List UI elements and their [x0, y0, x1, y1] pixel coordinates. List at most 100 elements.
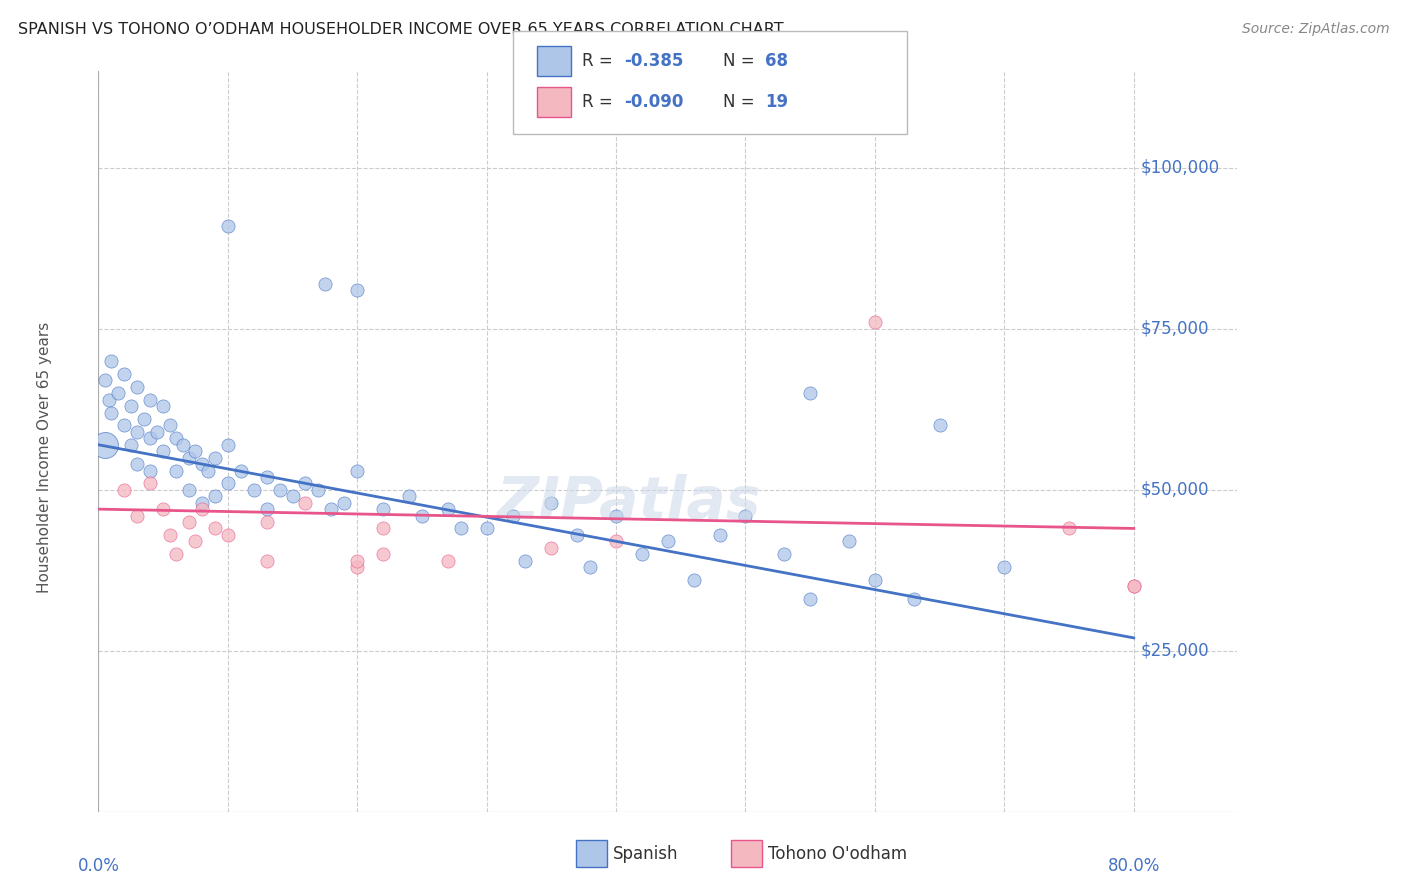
Point [112, 483, 135, 497]
Point [450, 521, 472, 535]
Point [177, 483, 200, 497]
Point [373, 521, 395, 535]
Point [437, 554, 460, 568]
Point [346, 283, 368, 297]
Text: 19: 19 [765, 94, 787, 112]
Point [217, 219, 239, 233]
Point [165, 431, 187, 445]
Point [107, 386, 129, 401]
Point [256, 554, 278, 568]
Point [281, 489, 304, 503]
Point [256, 515, 278, 529]
Text: 80.0%: 80.0% [1108, 857, 1160, 875]
Point [177, 450, 200, 465]
Text: $100,000: $100,000 [1140, 159, 1219, 177]
Point [863, 315, 886, 329]
Point [346, 554, 368, 568]
Text: 68: 68 [765, 52, 787, 70]
Point [152, 502, 174, 516]
Point [579, 560, 602, 574]
Point [709, 528, 731, 542]
Point [657, 534, 679, 549]
Point [97, 392, 120, 407]
Point [928, 418, 950, 433]
Point [229, 463, 252, 477]
Point [411, 508, 433, 523]
Point [217, 438, 239, 452]
Point [475, 521, 498, 535]
Point [100, 406, 122, 420]
Point [314, 277, 336, 291]
Point [139, 463, 162, 477]
Point [184, 444, 207, 458]
Point [540, 496, 562, 510]
Point [159, 418, 181, 433]
Point [346, 463, 368, 477]
Point [605, 534, 627, 549]
Point [373, 547, 395, 561]
Point [307, 483, 329, 497]
Text: Spanish: Spanish [613, 845, 679, 863]
Point [799, 592, 821, 607]
Point [773, 547, 796, 561]
Point [567, 528, 589, 542]
Point [294, 496, 316, 510]
Point [204, 450, 226, 465]
Point [269, 483, 291, 497]
Text: $25,000: $25,000 [1140, 641, 1209, 660]
Text: R =: R = [582, 94, 619, 112]
Point [540, 541, 562, 555]
Point [631, 547, 654, 561]
Point [799, 386, 821, 401]
Point [197, 463, 219, 477]
Text: N =: N = [723, 52, 759, 70]
Point [184, 534, 207, 549]
Point [139, 392, 162, 407]
Point [120, 438, 142, 452]
Point [165, 547, 187, 561]
Point [100, 354, 122, 368]
Point [217, 528, 239, 542]
Point [734, 508, 756, 523]
Point [294, 476, 316, 491]
Point [132, 412, 155, 426]
Point [838, 534, 860, 549]
Point [127, 457, 149, 471]
Point [863, 573, 886, 587]
Point [1057, 521, 1080, 535]
Point [398, 489, 420, 503]
Point [204, 489, 226, 503]
Point [112, 418, 135, 433]
Point [177, 515, 200, 529]
Point [145, 425, 167, 439]
Text: ZIPatlas: ZIPatlas [496, 475, 761, 532]
Point [903, 592, 925, 607]
Point [139, 431, 162, 445]
Point [139, 476, 162, 491]
Point [152, 399, 174, 413]
Point [515, 554, 537, 568]
Point [256, 470, 278, 484]
Point [159, 528, 181, 542]
Text: $75,000: $75,000 [1140, 320, 1209, 338]
Point [127, 425, 149, 439]
Point [94, 373, 117, 387]
Text: R =: R = [582, 52, 619, 70]
Point [165, 463, 187, 477]
Point [1122, 579, 1144, 593]
Text: Source: ZipAtlas.com: Source: ZipAtlas.com [1241, 22, 1389, 37]
Point [204, 521, 226, 535]
Point [191, 502, 214, 516]
Point [191, 457, 214, 471]
Point [437, 502, 460, 516]
Point [1122, 579, 1144, 593]
Point [127, 508, 149, 523]
Text: -0.090: -0.090 [624, 94, 683, 112]
Text: N =: N = [723, 94, 759, 112]
Point [321, 502, 343, 516]
Point [127, 380, 149, 394]
Point [993, 560, 1015, 574]
Point [172, 438, 194, 452]
Point [333, 496, 356, 510]
Point [191, 496, 214, 510]
